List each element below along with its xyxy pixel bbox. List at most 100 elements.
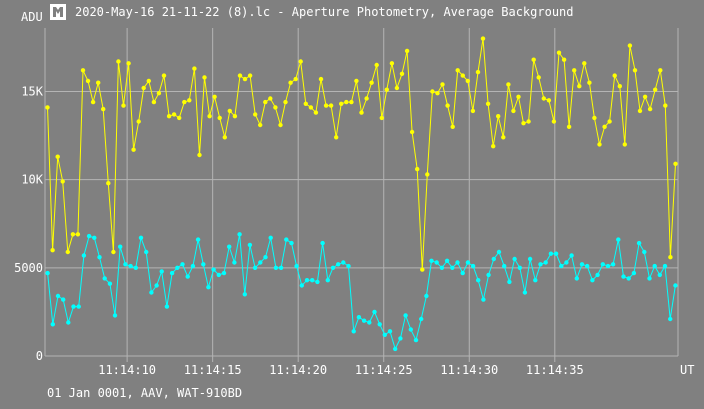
series-2-point	[564, 260, 569, 265]
series-2-point	[579, 262, 585, 267]
series-1-point	[166, 114, 172, 119]
y-tick-label: 5000	[14, 261, 43, 275]
series-2-point	[434, 260, 439, 265]
series-2-point	[413, 337, 419, 343]
series-2-point	[455, 260, 460, 265]
series-2-point	[50, 322, 55, 327]
series-1-point	[283, 99, 288, 105]
series-2-point	[486, 272, 491, 278]
series-2-point	[605, 263, 611, 269]
series-2-point	[180, 262, 185, 267]
series-2-point	[372, 309, 377, 315]
series-1-point	[161, 73, 167, 78]
series-2-point	[673, 283, 678, 288]
series-1-point	[207, 114, 212, 119]
series-2-point	[227, 244, 232, 249]
series-2-point	[621, 274, 626, 279]
series-1-point	[627, 43, 633, 48]
series-1-point	[485, 101, 491, 107]
series-1-point	[501, 135, 506, 140]
series-1-point	[511, 108, 516, 114]
series-1-point	[328, 103, 334, 108]
series-1-point	[572, 68, 577, 73]
series-1-point	[217, 115, 222, 121]
series-2-point	[66, 320, 71, 325]
series-1-point	[642, 94, 648, 100]
series-1-point	[55, 154, 60, 159]
series-2-point	[517, 265, 522, 270]
series-2-point	[642, 249, 647, 255]
series-1-point	[303, 101, 308, 107]
series-1-point	[460, 73, 465, 78]
series-2-point	[387, 329, 393, 334]
series-1-point	[136, 119, 141, 124]
series-2-point	[507, 279, 512, 285]
series-1-point	[116, 59, 121, 64]
series-2-point	[377, 322, 382, 327]
series-2-point	[574, 276, 579, 281]
series-1-point	[551, 119, 557, 124]
series-2-point	[232, 260, 237, 265]
series-1-point	[394, 85, 400, 91]
series-1-point	[106, 181, 111, 186]
series-2-point	[92, 235, 97, 240]
series-1-point	[475, 69, 481, 75]
series-2-point	[273, 265, 279, 270]
series-2-point	[112, 313, 118, 318]
series-1-point	[258, 122, 263, 128]
series-2-point	[185, 274, 190, 279]
series-1-point	[506, 82, 511, 87]
series-2-point	[543, 260, 548, 265]
series-2-point	[382, 332, 387, 337]
series-1-point	[647, 106, 653, 112]
series-2-point	[299, 283, 304, 288]
series-2-point	[144, 249, 149, 255]
series-1-point	[663, 103, 668, 108]
series-2-point	[221, 270, 227, 276]
series-1-point	[75, 232, 81, 237]
series-1-point	[344, 99, 349, 105]
series-2-point	[278, 265, 284, 270]
series-2-point	[206, 285, 211, 290]
series-1-point	[491, 144, 496, 149]
series-1-point	[263, 99, 268, 105]
series-2-point	[61, 297, 66, 302]
series-2-point	[470, 263, 476, 269]
series-2-point	[662, 263, 668, 269]
series-2-point	[439, 265, 445, 270]
series-2-point	[320, 240, 325, 246]
series-1-point	[90, 99, 96, 105]
series-1-point	[273, 105, 278, 110]
series-2-point	[367, 320, 372, 325]
series-2-point	[351, 329, 356, 334]
series-1-point	[582, 61, 587, 66]
series-1-point	[556, 50, 562, 55]
series-2-point	[522, 290, 528, 295]
series-2-point	[590, 278, 595, 283]
y-axis-label: ADU	[21, 10, 43, 24]
series-2-point	[346, 263, 351, 269]
series-1-point	[278, 122, 283, 128]
series-1-point	[577, 84, 582, 89]
series-2-point	[600, 262, 605, 267]
series-1-point	[80, 68, 86, 73]
series-1-point	[526, 119, 531, 124]
series-1-point	[445, 103, 450, 108]
series-1-point	[496, 114, 501, 119]
series-2-point	[45, 270, 50, 276]
series-2-point	[133, 265, 138, 270]
series-2-point	[631, 270, 637, 276]
series-2-point	[403, 313, 408, 318]
series-2-point	[304, 278, 310, 283]
series-2-point	[164, 304, 170, 309]
series-1-point	[65, 249, 71, 255]
series-1-point	[222, 135, 227, 140]
series-1-point	[45, 105, 50, 110]
series-1-point	[339, 101, 344, 107]
x-tick-label: 11:14:15	[184, 363, 242, 377]
series-2-point	[195, 237, 201, 242]
series-2-point	[315, 279, 320, 285]
series-2-point	[398, 336, 403, 341]
